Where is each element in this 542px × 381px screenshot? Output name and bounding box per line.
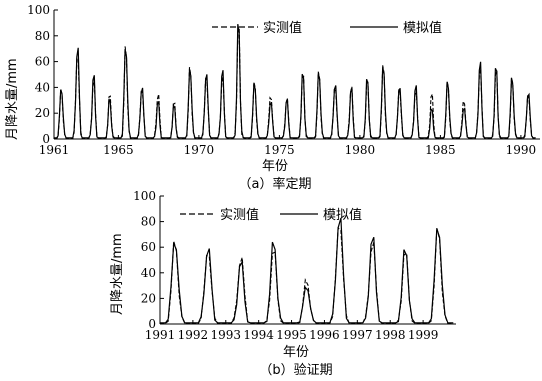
y-tick-label: 20 [35,106,50,120]
legend-simulated-label: 模拟值 [323,207,362,223]
y-tick-label: 60 [35,55,50,69]
y-tick-label: 0 [148,317,156,331]
panel-a-plot [54,24,536,139]
simulated-series-line [54,24,536,139]
x-tick-label: 1998 [375,328,406,342]
observed-series-line [160,226,454,324]
panel-b-caption: （b）验证期 [259,362,332,378]
y-tick-label: 60 [141,240,156,254]
legend-observed-label: 实测值 [263,20,302,36]
x-tick-label: 1965 [103,143,134,157]
panel-b-legend: 实测值 模拟值 [180,207,362,223]
x-tick-label: 1997 [342,328,373,342]
panel-b-plot [160,217,454,324]
panel-a: 0 20 40 60 80 100 1961 1965 1970 1975 1980 1985 199… [5,3,540,192]
x-tick-label: 1991 [145,328,176,342]
y-tick-label: 100 [133,189,156,203]
panel-a-caption: （a）率定期 [239,176,312,192]
x-tick-label: 1970 [184,143,215,157]
x-tick-label: 1961 [39,143,70,157]
panel-a-legend: 实测值 模拟值 [212,20,442,36]
y-tick-label: 20 [141,291,156,305]
panel-a-x-ticks: 1961 1965 1970 1975 1980 1985 1990 [39,135,536,157]
panel-a-y-ticks: 0 20 40 60 80 100 [27,3,58,146]
x-tick-label: 1999 [408,328,439,342]
x-tick-label: 1990 [506,143,537,157]
x-tick-label: 1994 [243,328,274,342]
x-tick-label: 1992 [178,328,209,342]
x-tick-label: 1980 [345,143,376,157]
y-tick-label: 100 [27,3,50,17]
y-tick-label: 0 [42,132,50,146]
panel-b-x-axis-label: 年份 [283,345,309,360]
simulated-series-line [160,217,454,324]
y-tick-label: 80 [141,215,156,229]
x-tick-label: 1995 [276,328,307,342]
panel-b-x-ticks: 1991 1992 1993 1994 1995 1996 1997 1998 1999 [145,320,439,342]
x-tick-label: 1975 [264,143,295,157]
y-tick-label: 80 [35,29,50,43]
x-tick-label: 1993 [211,328,242,342]
panel-b-y-ticks: 0 20 40 60 80 100 [133,189,164,331]
panel-b-y-axis-label: 月降水量/mm [110,233,125,315]
legend-simulated-label: 模拟值 [403,20,442,36]
panel-a-x-axis-label: 年份 [262,159,288,174]
x-tick-label: 1996 [309,328,340,342]
y-tick-label: 40 [141,266,156,280]
x-tick-label: 1985 [425,143,456,157]
y-tick-label: 40 [35,80,50,94]
legend-observed-label: 实测值 [220,207,259,223]
panel-a-y-axis-label: 月降水量/mm [5,58,20,140]
observed-series-line [54,27,536,139]
